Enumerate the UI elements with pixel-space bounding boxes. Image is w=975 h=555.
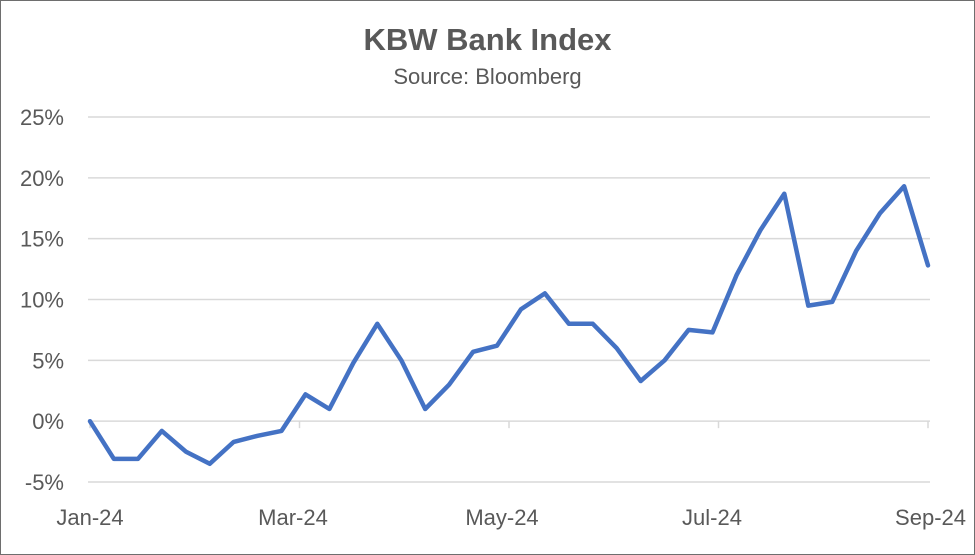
series-line — [87, 184, 931, 467]
chart-title: KBW Bank Index — [363, 22, 612, 57]
y-axis-tick-labels: -5% 0% 5% 10% 15% 20% 25% — [20, 105, 64, 495]
y-tick-label: 25% — [20, 105, 64, 130]
y-tick-label: 20% — [20, 166, 64, 191]
gridlines — [88, 116, 930, 483]
x-tick-label: Sep-24 — [895, 505, 966, 530]
series-group — [87, 184, 931, 467]
x-axis-tick-labels: Jan-24 Mar-24 May-24 Jul-24 Sep-24 — [56, 505, 966, 530]
y-tick-label: 10% — [20, 288, 64, 313]
y-tick-label: 0% — [32, 409, 64, 434]
x-tick-label: Jan-24 — [56, 505, 123, 530]
x-tick-label: Jul-24 — [682, 505, 742, 530]
x-tick-label: Mar-24 — [258, 505, 328, 530]
y-tick-label: 5% — [32, 348, 64, 373]
y-tick-label: -5% — [25, 470, 64, 495]
y-tick-label: 15% — [20, 227, 64, 252]
chart-subtitle: Source: Bloomberg — [393, 64, 582, 89]
x-axis — [88, 420, 930, 429]
x-tick-label: May-24 — [465, 505, 538, 530]
